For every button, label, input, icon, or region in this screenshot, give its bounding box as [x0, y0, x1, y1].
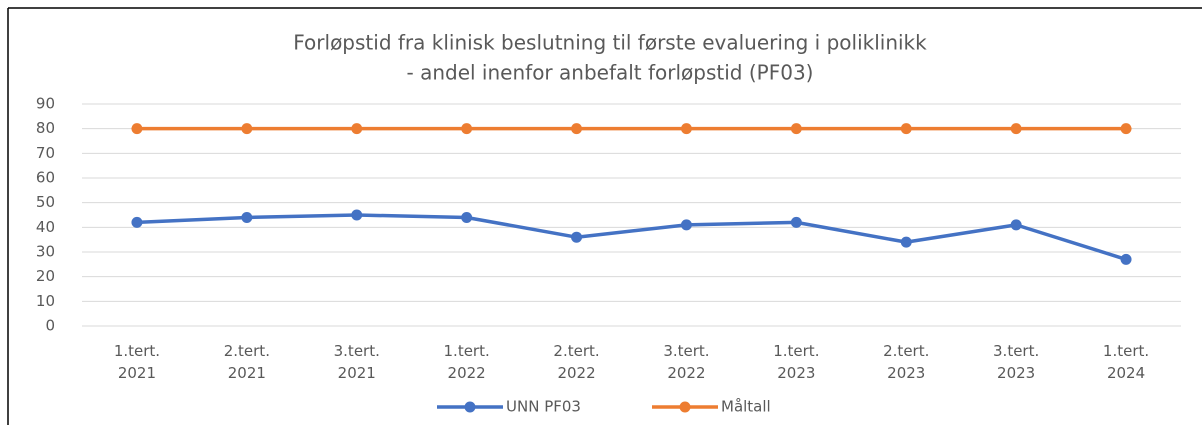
point [131, 123, 143, 135]
point [461, 211, 473, 223]
x-tick-label: 3.tert. 2022 [663, 342, 709, 382]
point [790, 123, 802, 135]
legend-marker [464, 401, 476, 413]
point [790, 216, 802, 228]
chart-title: - andel inenfor anbefalt forløpstid (PF0… [407, 61, 814, 85]
point [351, 123, 363, 135]
point [461, 123, 473, 135]
legend-label: Måltall [721, 398, 771, 416]
point [351, 209, 363, 221]
y-tick-label: 80 [36, 119, 55, 137]
chart-title: Forløpstid fra klinisk beslutning til fø… [293, 31, 927, 55]
x-tick-label: 3.tert. 2023 [993, 342, 1039, 382]
point [131, 216, 143, 228]
point [900, 123, 912, 135]
y-tick-label: 90 [36, 95, 55, 113]
point [571, 231, 583, 243]
y-tick-label: 10 [36, 292, 55, 310]
y-tick-label: 50 [36, 193, 55, 211]
y-tick-label: 60 [36, 169, 55, 187]
point [1010, 123, 1022, 135]
x-tick-label: 2.tert. 2023 [883, 342, 929, 382]
point [1010, 219, 1022, 231]
point [241, 211, 253, 223]
y-tick-label: 30 [36, 243, 55, 261]
point [900, 236, 912, 248]
point [571, 123, 583, 135]
x-tick-label: 3.tert. 2021 [334, 342, 380, 382]
legend-marker [679, 401, 691, 413]
y-tick-label: 0 [45, 317, 55, 335]
x-tick-label: 1.tert. 2023 [773, 342, 819, 382]
line-series [136, 213, 1127, 262]
point [241, 123, 253, 135]
point [1120, 123, 1132, 135]
point [680, 123, 692, 135]
point [680, 219, 692, 231]
y-tick-label: 40 [36, 218, 55, 236]
legend-label: UNN PF03 [506, 398, 581, 416]
x-tick-label: 1.tert. 2024 [1103, 342, 1149, 382]
y-tick-label: 20 [36, 267, 55, 285]
x-tick-label: 1.tert. 2021 [114, 342, 160, 382]
point [1120, 253, 1132, 265]
x-tick-label: 2.tert. 2021 [224, 342, 270, 382]
x-tick-label: 2.tert. 2022 [553, 342, 599, 382]
x-tick-label: 1.tert. 2022 [444, 342, 490, 382]
y-tick-label: 70 [36, 144, 55, 162]
